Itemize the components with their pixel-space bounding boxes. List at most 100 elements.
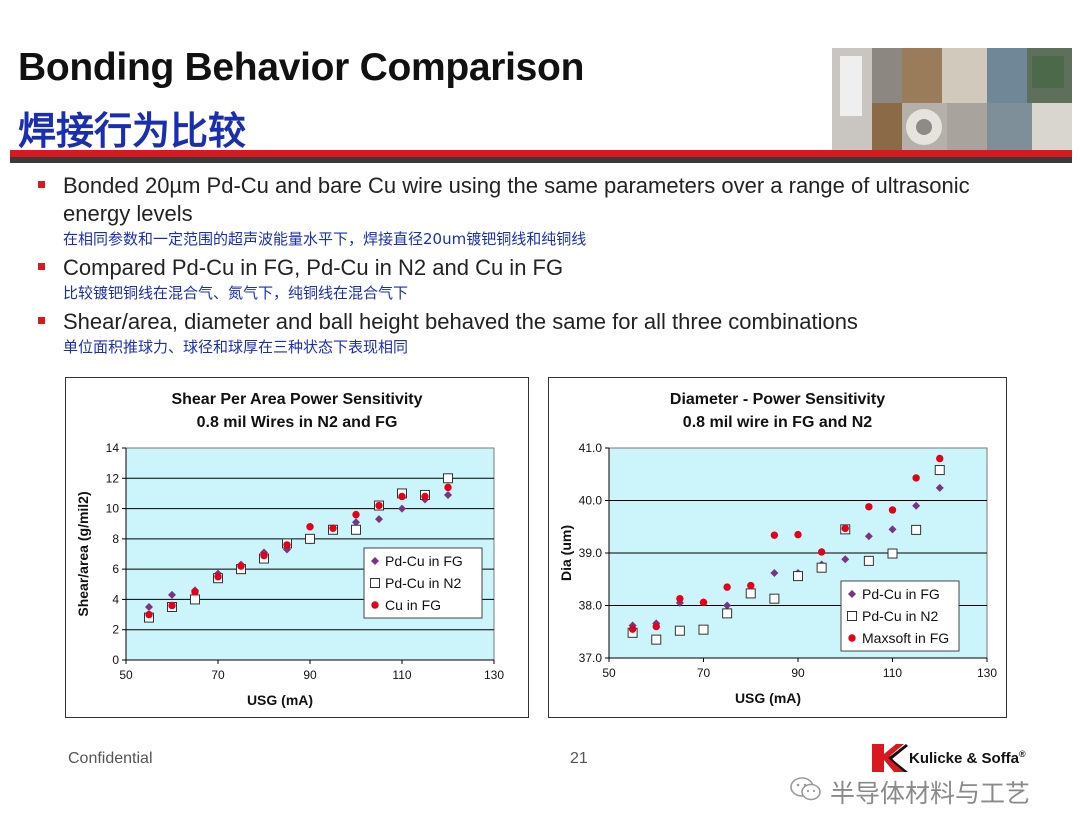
data-point [770, 531, 779, 539]
data-point [887, 548, 898, 559]
data-point [352, 510, 360, 519]
x-tick-label: 110 [883, 666, 902, 680]
data-point [652, 622, 660, 631]
data-point [398, 504, 406, 513]
legend-marker [370, 578, 380, 588]
legend-marker [848, 634, 856, 642]
data-point [443, 473, 453, 484]
data-point [674, 625, 685, 636]
legend-box [363, 547, 483, 619]
legend-marker [848, 590, 856, 598]
y-tick-label: 39.0 [579, 546, 603, 560]
chart-title: Shear Per Area Power Sensitivity [171, 391, 422, 408]
confidential-label: Confidential [68, 750, 153, 767]
y-axis-label: Dia (um) [558, 525, 574, 581]
bullet-marker [38, 317, 45, 324]
data-point [168, 590, 176, 599]
data-point [816, 562, 827, 573]
data-point [793, 571, 803, 582]
data-point [351, 524, 361, 535]
data-point [912, 474, 920, 482]
bullet-text: Compared Pd-Cu in FG, Pd-Cu in N2 and Cu… [63, 255, 564, 280]
bullet-list: Bonded 20µm Pd-Cu and bare Cu wire using… [36, 172, 1036, 362]
data-point [444, 490, 452, 499]
x-tick-label: 90 [303, 668, 317, 682]
bullet-text-chinese: 比较镀钯铜线在混合气、氮气下，纯铜线在混合气下 [63, 284, 409, 302]
legend-label: Pd-Cu in FG [385, 553, 463, 569]
data-point [191, 588, 199, 596]
y-tick-label: 12 [106, 471, 120, 485]
bullet-text: Shear/area, diameter and ball height beh… [63, 309, 858, 334]
logo-text: Kulicke & Soffa® [909, 749, 1026, 767]
y-tick-label: 0 [112, 653, 119, 667]
y-tick-label: 8 [112, 532, 119, 546]
data-point [722, 608, 733, 619]
data-point [936, 454, 944, 463]
y-tick-label: 10 [106, 502, 120, 516]
logo-name: Kulicke & Soffa [909, 750, 1020, 767]
legend-label: Maxsoft in FG [862, 630, 949, 646]
data-point [888, 506, 897, 514]
data-point [628, 625, 637, 633]
header-photo-collage [832, 48, 1072, 151]
data-point [444, 483, 452, 492]
legend-label: Cu in FG [385, 597, 441, 613]
slide-title-chinese: 焊接行为比较 [18, 109, 247, 153]
data-point [723, 583, 731, 591]
y-tick-label: 2 [112, 623, 119, 637]
data-point [214, 573, 222, 581]
data-point [190, 594, 200, 605]
bullet-marker [38, 181, 45, 188]
series-cu-in-fg [145, 483, 452, 619]
data-point [911, 524, 922, 535]
diameter-chart: Diameter - Power Sensitivity 0.8 mil wire… [558, 391, 997, 706]
data-point [651, 634, 662, 645]
bullet-marker [38, 263, 45, 270]
y-tick-label: 40.0 [579, 494, 603, 508]
legend-box [840, 580, 960, 652]
data-point [699, 598, 708, 607]
chart-subtitle: 0.8 mil Wires in N2 and FG [197, 414, 398, 431]
wechat-icon [790, 777, 821, 801]
diameter-chart-frame: Diameter - Power Sensitivity 0.8 mil wire… [548, 377, 1007, 718]
legend-marker [847, 611, 857, 621]
x-tick-label: 50 [119, 668, 133, 682]
data-point [260, 551, 268, 560]
bullet-text: Bonded 20µm Pd-Cu and bare Cu wire using… [63, 173, 970, 226]
data-point [817, 548, 826, 556]
data-point [375, 515, 383, 524]
data-point [888, 525, 897, 534]
shear-chart-frame: Shear Per Area Power Sensitivity 0.8 mil … [65, 377, 529, 718]
data-point [723, 601, 732, 610]
legend-marker [371, 557, 379, 565]
data-point [375, 501, 383, 510]
data-point [352, 518, 360, 527]
data-point [841, 524, 849, 533]
data-point [912, 501, 921, 510]
y-tick-label: 14 [106, 441, 120, 455]
legend-label: Pd-Cu in FG [862, 586, 940, 602]
x-tick-label: 70 [697, 666, 711, 680]
y-tick-label: 6 [112, 562, 119, 576]
x-tick-label: 70 [211, 668, 225, 682]
shear-chart: Shear Per Area Power Sensitivity 0.8 mil … [75, 391, 504, 708]
data-point [698, 624, 709, 635]
data-point [745, 588, 756, 599]
y-tick-label: 4 [112, 592, 119, 606]
slide-title: Bonding Behavior Comparison [18, 46, 585, 89]
data-point [794, 530, 802, 539]
bullet-text-chinese: 单位面积推球力、球径和球厚在三种状态下表现相同 [63, 338, 409, 356]
chart-title: Diameter - Power Sensitivity [670, 391, 885, 408]
legend-label: Pd-Cu in N2 [862, 608, 938, 624]
data-point [934, 465, 945, 476]
data-point [305, 533, 315, 544]
legend-label: Pd-Cu in N2 [385, 575, 461, 591]
x-axis-label: USG (mA) [735, 690, 801, 706]
bullet-text-chinese: 在相同参数和一定范围的超声波能量水平下，焊接直径20um镀钯铜线和纯铜线 [63, 230, 587, 248]
y-tick-label: 38.0 [579, 599, 603, 613]
watermark-text: 半导体材料与工艺 [830, 779, 1031, 808]
bullet-item: Shear/area, diameter and ball height beh… [36, 308, 1036, 358]
page-number: 21 [570, 750, 588, 767]
x-axis-label: USG (mA) [247, 692, 313, 708]
legend-marker [371, 601, 379, 609]
